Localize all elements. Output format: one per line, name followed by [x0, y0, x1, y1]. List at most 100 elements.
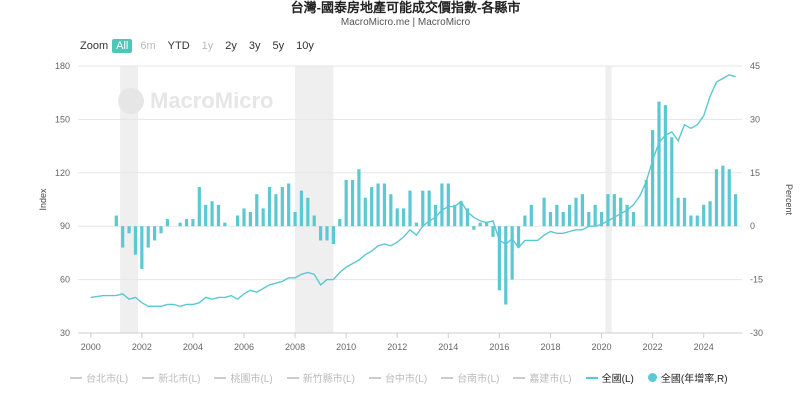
yoy-bar [555, 204, 559, 227]
yoy-bar [644, 179, 648, 227]
x-axis-tick-label: 2020 [592, 342, 612, 352]
zoom-bar: Zoom All 6m YTD 1y 2y 3y 5y 10y [80, 39, 322, 53]
yoy-bar [242, 208, 246, 227]
yoy-bar [459, 201, 463, 227]
yoy-bar [267, 187, 272, 227]
yoy-bar [625, 204, 629, 227]
yoy-bar [248, 211, 252, 227]
yoy-bar [561, 211, 565, 227]
left-axis-tick-label: 30 [60, 328, 70, 338]
yoy-bar [734, 194, 738, 227]
macromicro-logo-icon [118, 88, 144, 114]
right-axis-title: Percent [784, 184, 794, 216]
yoy-bar [184, 219, 189, 227]
chart-subtitle: MacroMicro.me | MacroMicro [340, 17, 471, 28]
yoy-bar [593, 204, 597, 227]
yoy-bar [146, 226, 150, 248]
yoy-bar [204, 204, 208, 227]
yoy-bar [478, 222, 482, 227]
yoy-bar [331, 226, 335, 244]
yoy-bar [491, 226, 495, 237]
yoy-bar [402, 208, 406, 227]
zoom-5y-button[interactable]: 5y [272, 40, 285, 52]
zoom-1y-button[interactable]: 1y [201, 40, 214, 52]
yoy-bar [165, 219, 169, 227]
left-axis-tick-label: 180 [55, 61, 70, 71]
yoy-bar [606, 194, 610, 227]
x-axis-tick-label: 2022 [643, 342, 663, 352]
yoy-bar [568, 204, 572, 227]
zoom-ytd-button[interactable]: YTD [167, 40, 190, 52]
yoy-bar [357, 169, 361, 227]
zoom-all-button[interactable]: All [112, 39, 133, 53]
x-axis-tick-label: 2012 [387, 342, 407, 352]
macromicro-watermark: MacroMicro [118, 88, 273, 114]
yoy-bar [376, 183, 380, 227]
yoy-bar [344, 179, 348, 227]
legend-item-new-taipei[interactable]: 新北市(L) [142, 370, 200, 385]
yoy-bar [587, 211, 591, 227]
legend-item-tainan[interactable]: 台南市(L) [441, 370, 499, 385]
yoy-bar [140, 226, 144, 269]
yoy-bar [599, 211, 604, 227]
legend-item-taipei[interactable]: 台北市(L) [70, 370, 128, 385]
yoy-bar [293, 211, 297, 227]
yoy-bar [121, 226, 125, 248]
yoy-bar [191, 219, 195, 227]
zoom-6m-button[interactable]: 6m [140, 40, 156, 52]
gridlines [78, 65, 742, 334]
yoy-bar [223, 222, 227, 227]
yoy-bar [446, 183, 450, 227]
yoy-bar [236, 215, 240, 227]
zoom-10y-button[interactable]: 10y [296, 40, 314, 52]
yoy-bar [657, 101, 661, 227]
yoy-bar [548, 211, 553, 227]
left-axis-tick-label: 60 [60, 275, 70, 285]
legend-item-national-yoy[interactable]: 全國(年增率,R) [647, 370, 728, 385]
yoy-bar [695, 215, 699, 227]
x-axis-tick-label: 2010 [336, 342, 356, 352]
zoom-3y-button[interactable]: 3y [248, 40, 261, 52]
x-axis-tick-label: 2002 [132, 342, 152, 352]
yoy-bar [670, 137, 674, 227]
yoy-bar [255, 194, 259, 227]
yoy-bar [714, 169, 719, 227]
x-axis-tick-label: 2008 [285, 342, 305, 352]
yoy-bars [114, 101, 738, 305]
x-axis-tick-label: 2004 [183, 342, 203, 352]
yoy-bar [350, 179, 355, 227]
yoy-bar [727, 169, 731, 227]
yoy-bar [280, 187, 284, 227]
yoy-bar [299, 190, 304, 227]
yoy-bar [389, 194, 393, 227]
right-axis-tick-label: 30 [750, 114, 760, 124]
yoy-bar [408, 190, 412, 227]
zoom-2y-button[interactable]: 2y [225, 40, 237, 52]
yoy-bar [612, 194, 616, 227]
legend-item-chiayi[interactable]: 嘉建市(L) [513, 370, 572, 385]
x-axis-tick-label: 2024 [694, 342, 714, 352]
yoy-bar [472, 226, 476, 230]
yoy-bar [485, 222, 489, 227]
left-axis-tick-label: 90 [60, 221, 70, 231]
left-axis-tick-label: 120 [55, 168, 70, 178]
legend-item-taichung[interactable]: 台中市(L) [368, 370, 427, 385]
yoy-bar [395, 208, 399, 227]
yoy-bar [114, 215, 118, 227]
yoy-bar [689, 215, 693, 227]
yoy-bar [370, 187, 374, 227]
legend-item-national[interactable]: 全國(L) [585, 370, 634, 385]
chart-title: 台灣-國泰房地產可能成交價指數-各縣市 [290, 0, 521, 15]
yoy-bar [631, 211, 636, 227]
yoy-bar [338, 219, 342, 227]
yoy-bar [261, 208, 265, 227]
yoy-bar [663, 105, 667, 227]
right-axis-tick-label: 0 [750, 221, 755, 231]
yoy-bar [133, 226, 138, 255]
yoy-bar [708, 201, 712, 227]
legend-item-hsinchu[interactable]: 新竹縣市(L) [286, 370, 355, 385]
yoy-bar [465, 208, 470, 227]
yoy-bar [619, 197, 623, 227]
legend-item-taoyuan[interactable]: 桃園市(L) [214, 370, 273, 385]
